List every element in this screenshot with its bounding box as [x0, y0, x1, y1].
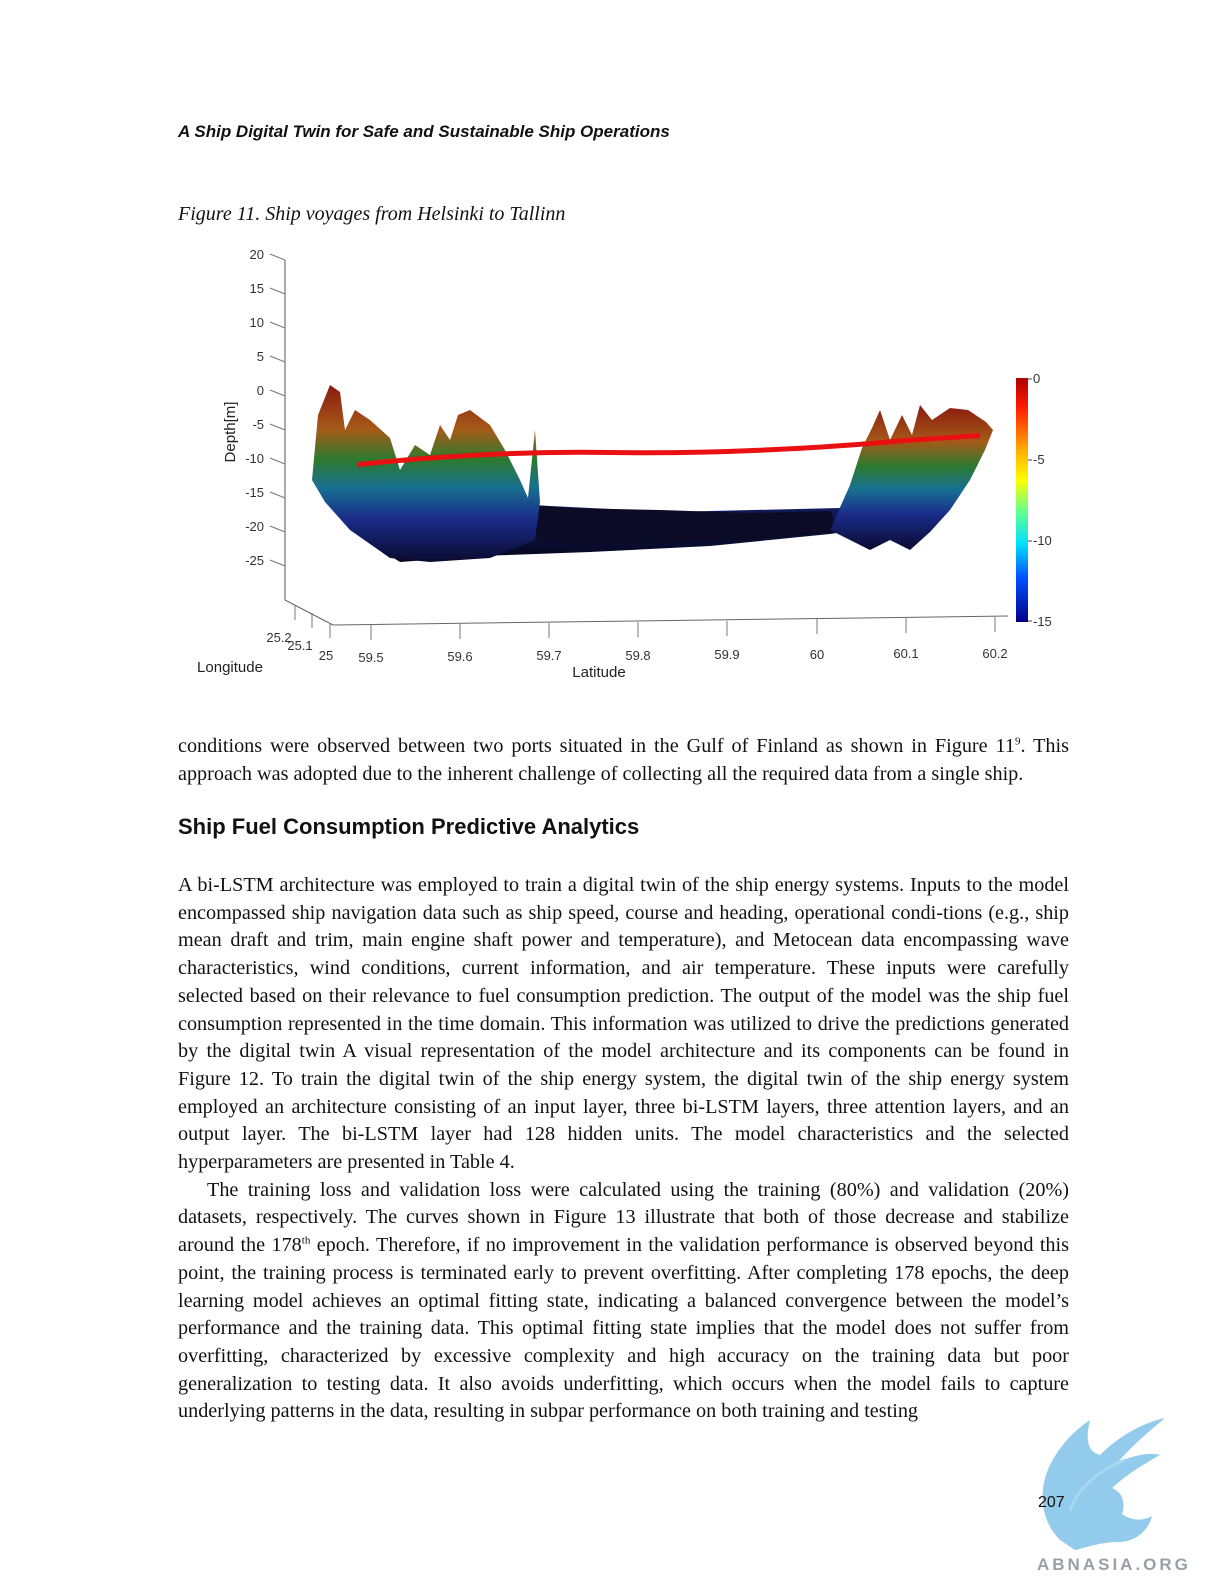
- latitude-ticks: 59.5 59.6 59.7 59.8 59.9 60 60.1 60.2: [358, 617, 1008, 665]
- paragraph-figure-reference: conditions were observed between two por…: [178, 733, 1069, 788]
- colorbar: [1016, 378, 1028, 622]
- latitude-tick-label: 59.6: [447, 649, 472, 664]
- latitude-tick-label: 60: [810, 647, 824, 662]
- citation-ref: 9: [1014, 735, 1021, 748]
- z-ticks: 20 15 10 5 0 -5 -10 -15 -20 -25: [245, 247, 286, 568]
- latitude-axis-line: [332, 615, 1009, 626]
- longitude-tick-label: 25: [319, 648, 333, 663]
- z-tick-label: -25: [245, 553, 264, 568]
- colorbar-ticks: 0 -5 -10 -15: [1028, 371, 1052, 629]
- longitude-tick-label: 25.2: [266, 630, 291, 645]
- z-tick-label: -5: [252, 417, 264, 432]
- latitude-tick-label: 59.7: [536, 648, 561, 663]
- latitude-axis-title: Latitude: [572, 664, 625, 681]
- figure-11-depth-plot: 20 15 10 5 0 -5 -10 -15 -20 -25 Depth[m]…: [190, 240, 1060, 690]
- z-tick-label: 15: [250, 281, 264, 296]
- colorbar-tick-label: -10: [1033, 533, 1052, 548]
- section-body: A bi-LSTM architecture was employed to t…: [178, 872, 1069, 1426]
- z-tick-label: 10: [250, 315, 264, 330]
- colorbar-tick-label: -5: [1033, 452, 1045, 467]
- page-number: 207: [1038, 1494, 1065, 1511]
- latitude-tick-label: 59.8: [625, 648, 650, 663]
- paragraph-bilstm: A bi-LSTM architecture was employed to t…: [178, 874, 1069, 1174]
- ordinal-suffix: th: [301, 1234, 311, 1247]
- figure-caption: Figure 11. Ship voyages from Helsinki to…: [178, 203, 566, 225]
- section-heading: Ship Fuel Consumption Predictive Analyti…: [178, 814, 640, 839]
- paragraph-text: conditions were observed between two por…: [178, 735, 1015, 757]
- z-tick-label: -15: [245, 485, 264, 500]
- paragraph-text: epoch. Therefore, if no improvement in t…: [178, 1234, 1069, 1423]
- latitude-tick-label: 59.5: [358, 650, 383, 665]
- latitude-tick-label: 60.2: [982, 646, 1007, 661]
- longitude-ticks: 25.2 25.1 25: [266, 605, 333, 663]
- z-tick-label: -10: [245, 451, 264, 466]
- paragraph-text: . This approach was adopted due to the i…: [178, 735, 1069, 785]
- z-tick-label: -20: [245, 519, 264, 534]
- latitude-tick-label: 59.9: [714, 647, 739, 662]
- seabed-surface: [312, 385, 993, 562]
- colorbar-tick-label: -15: [1033, 614, 1052, 629]
- paragraph-training-loss: The training loss and validation loss we…: [178, 1177, 1069, 1426]
- running-title: A Ship Digital Twin for Safe and Sustain…: [178, 122, 670, 141]
- longitude-tick-label: 25.1: [287, 638, 312, 653]
- longitude-axis-line: [284, 599, 334, 626]
- griffin-logo-icon: [1042, 1418, 1165, 1550]
- colorbar-tick-label: 0: [1033, 371, 1040, 386]
- z-tick-label: 20: [250, 247, 264, 262]
- z-tick-label: 0: [257, 383, 264, 398]
- watermark: ABNASIA.ORG: [1037, 1555, 1191, 1574]
- longitude-axis-title: Longitude: [197, 659, 263, 676]
- z-axis-title: Depth[m]: [222, 402, 239, 463]
- latitude-tick-label: 60.1: [893, 646, 918, 661]
- z-tick-label: 5: [257, 349, 264, 364]
- paragraph-text: The training loss and validation loss we…: [178, 1178, 1069, 1257]
